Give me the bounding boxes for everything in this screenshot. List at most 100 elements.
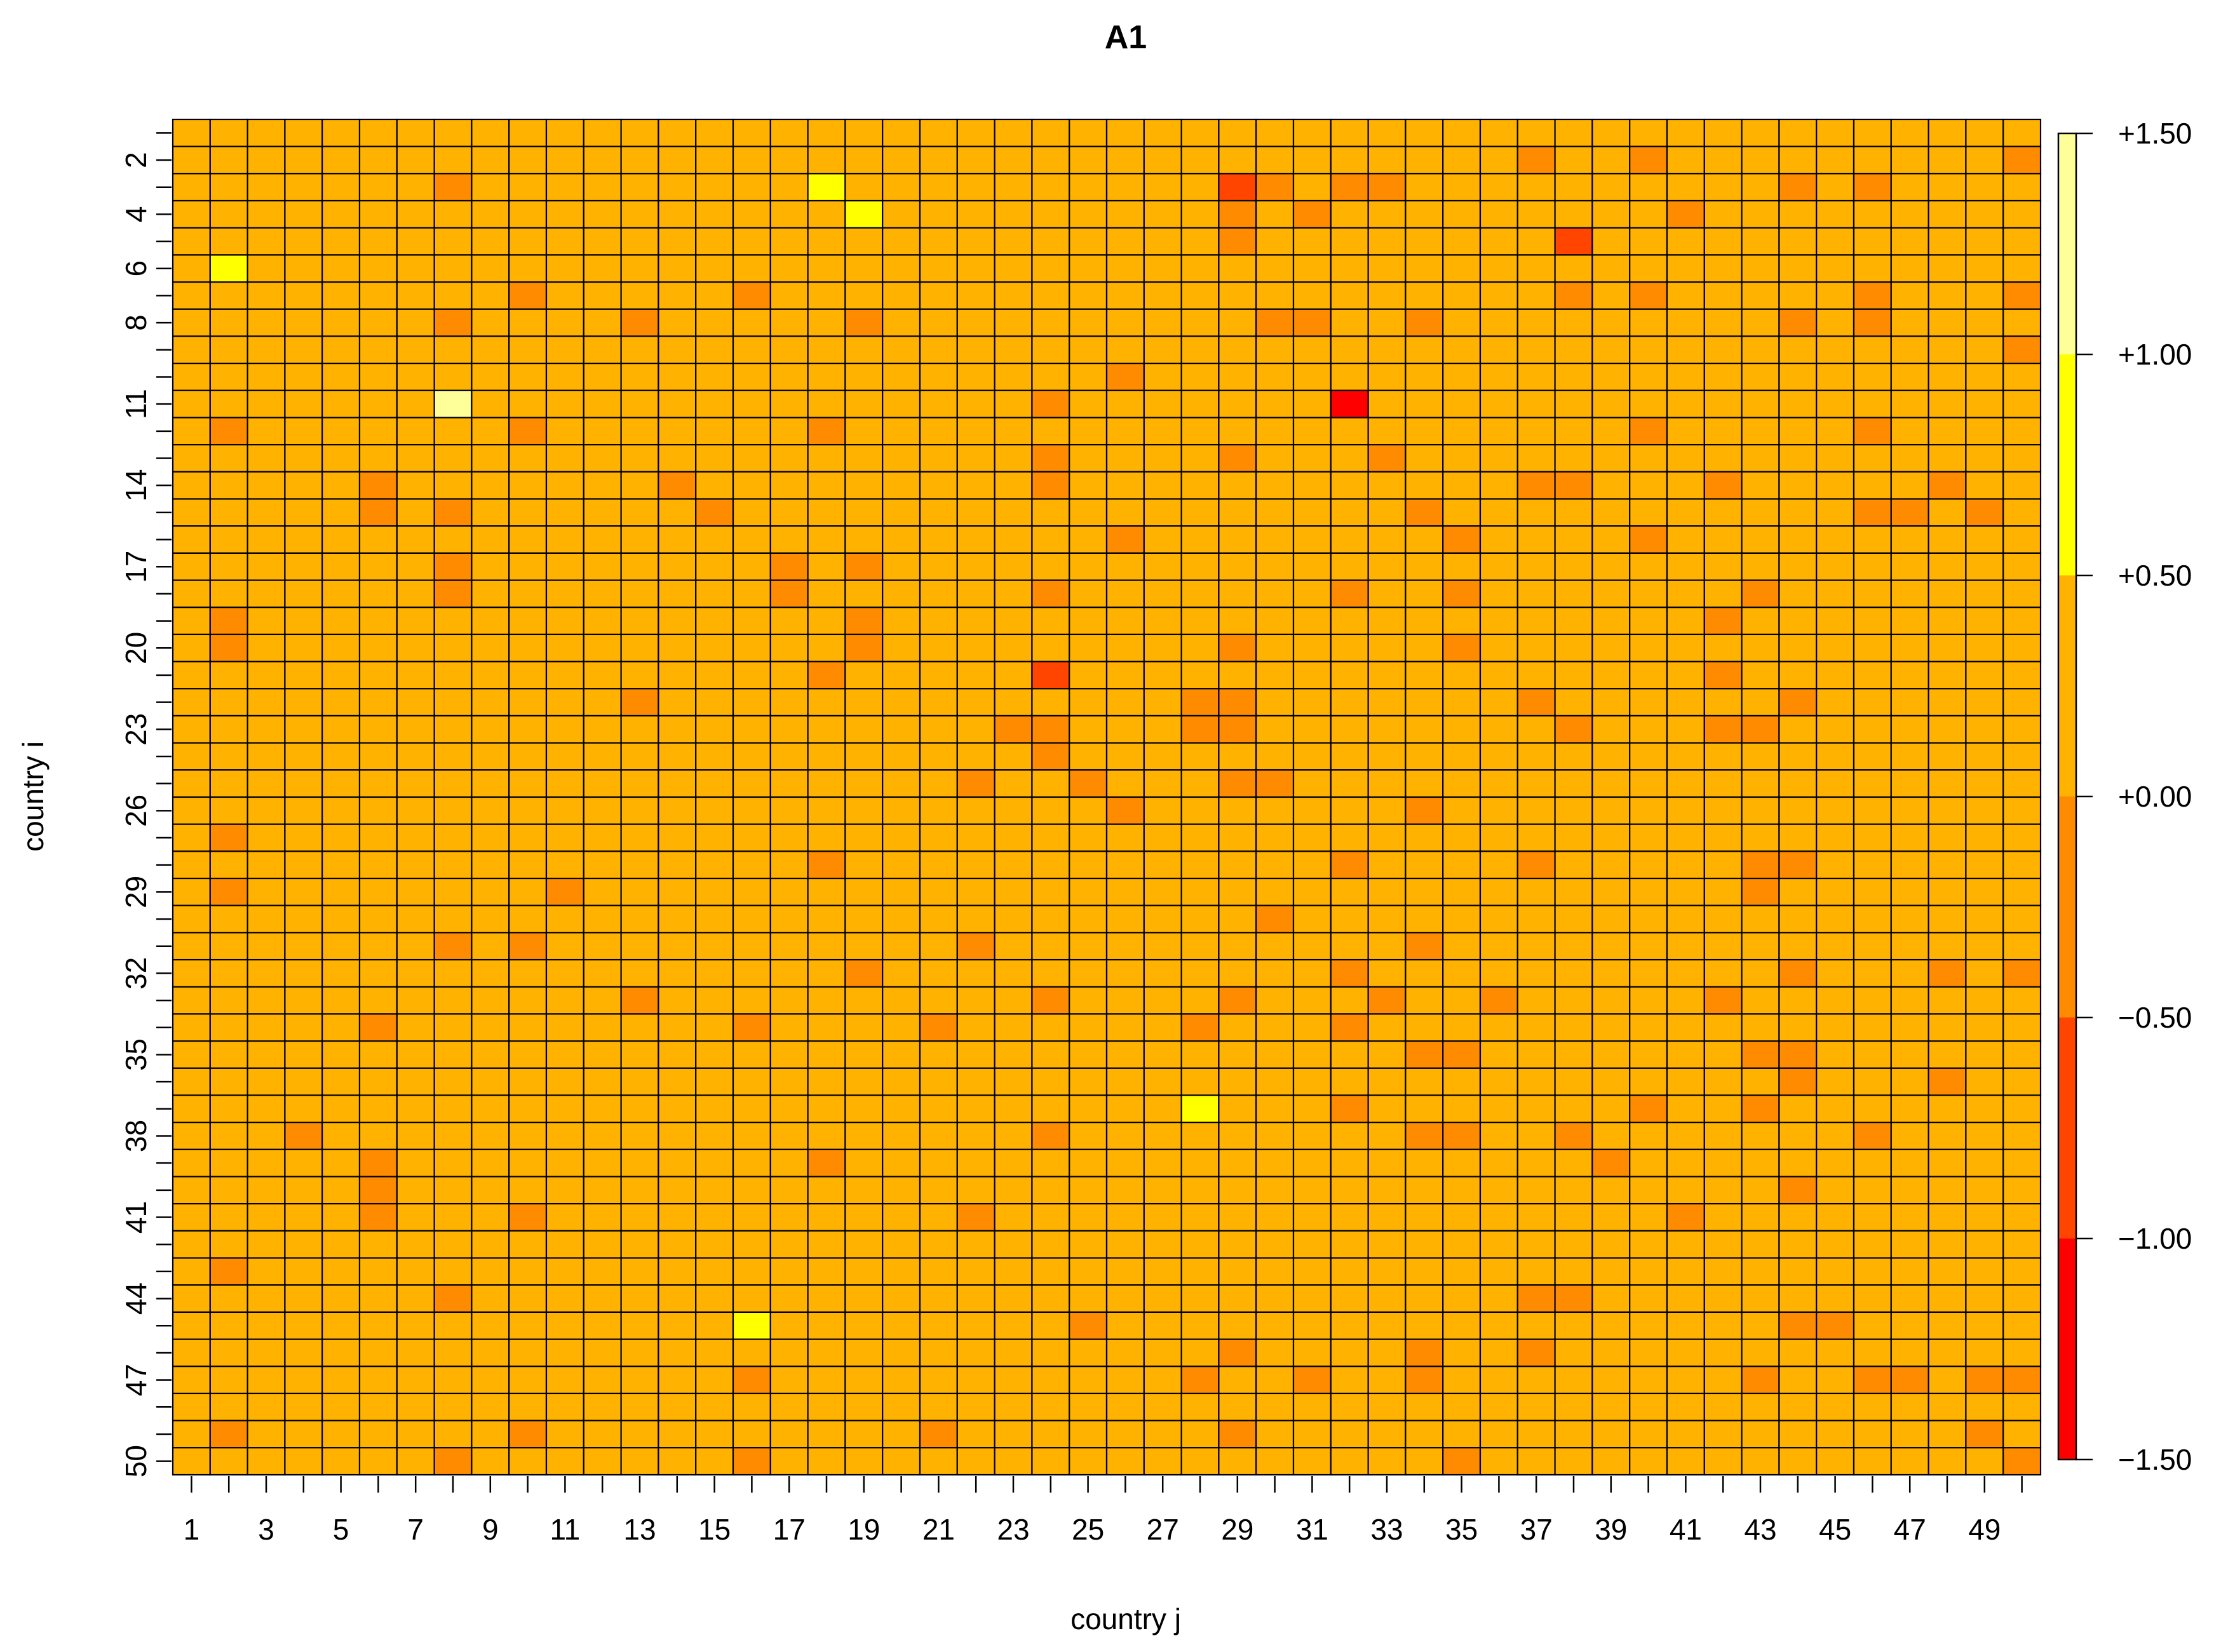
- heatmap-cell: [1405, 145, 1444, 175]
- heatmap-cell: [1292, 308, 1332, 337]
- heatmap-cell: [246, 877, 286, 906]
- heatmap-cell: [583, 661, 622, 690]
- heatmap-cell: [1778, 145, 1818, 175]
- heatmap-cell: [695, 579, 734, 608]
- heatmap-cell: [807, 823, 846, 852]
- heatmap-cell: [1367, 633, 1407, 662]
- heatmap-cell: [583, 633, 622, 662]
- heatmap-cell: [545, 173, 584, 202]
- heatmap-cell: [1554, 796, 1593, 825]
- heatmap-cell: [1031, 1284, 1070, 1313]
- heatmap-cell: [1479, 986, 1518, 1015]
- heatmap-cell: [658, 498, 697, 527]
- heatmap-cell: [396, 1284, 435, 1313]
- heatmap-cell: [769, 1230, 809, 1259]
- heatmap-cell: [1816, 1366, 1855, 1395]
- heatmap-cell: [209, 823, 248, 852]
- heatmap-cell: [1853, 444, 1892, 473]
- heatmap-cell: [1965, 1392, 2004, 1421]
- heatmap-cell: [2002, 850, 2042, 880]
- heatmap-cell: [1629, 742, 1668, 771]
- heatmap-cell: [882, 1122, 921, 1150]
- x-axis-label: country j: [1070, 1602, 1181, 1635]
- heatmap-cell: [1703, 633, 1743, 662]
- heatmap-cell: [321, 1122, 361, 1150]
- heatmap-cell: [1927, 1311, 1967, 1340]
- heatmap-cell: [1703, 1392, 1743, 1421]
- heatmap-cell: [844, 958, 884, 988]
- heatmap-cell: [396, 904, 435, 934]
- heatmap-cell: [769, 552, 809, 581]
- heatmap-cell: [658, 417, 697, 446]
- heatmap-cell: [1516, 1203, 1556, 1232]
- heatmap-cell: [1292, 417, 1332, 446]
- heatmap-cell: [919, 958, 958, 988]
- heatmap-cell: [508, 607, 548, 636]
- heatmap-cell: [1516, 552, 1556, 581]
- heatmap-cell: [284, 688, 323, 717]
- heatmap-cell: [882, 1148, 921, 1178]
- heatmap-cell: [1255, 1203, 1295, 1232]
- heatmap-cell: [284, 118, 323, 147]
- heatmap-cell: [769, 1311, 809, 1340]
- heatmap-cell: [1143, 769, 1182, 798]
- heatmap-cell: [1255, 417, 1295, 446]
- heatmap-cell: [284, 444, 323, 473]
- heatmap-cell: [1965, 742, 2004, 771]
- heatmap-cell: [1965, 796, 2004, 825]
- heatmap-cell: [1367, 498, 1407, 527]
- heatmap-cell: [471, 986, 510, 1015]
- heatmap-cell: [620, 742, 659, 771]
- heatmap-cell: [1965, 1203, 2004, 1232]
- heatmap-cell: [1479, 1366, 1518, 1395]
- heatmap-cell: [994, 904, 1033, 934]
- heatmap-cell: [769, 254, 809, 283]
- heatmap-cell: [1778, 552, 1818, 581]
- heatmap-cell: [284, 173, 323, 202]
- heatmap-cell: [844, 1148, 884, 1178]
- heatmap-cell: [508, 742, 548, 771]
- heatmap-cell: [1218, 715, 1257, 744]
- heatmap-cell: [1666, 1392, 1705, 1421]
- heatmap-cell: [284, 877, 323, 906]
- heatmap-cell: [1816, 363, 1855, 391]
- heatmap-cell: [695, 1067, 734, 1096]
- heatmap-cell: [1479, 607, 1518, 636]
- heatmap-cell: [1816, 904, 1855, 934]
- heatmap-cell: [1143, 1040, 1182, 1069]
- heatmap-cell: [956, 498, 996, 527]
- heatmap-cell: [1516, 1067, 1556, 1096]
- heatmap-cell: [1666, 173, 1705, 202]
- heatmap-cell: [172, 444, 211, 473]
- heatmap-cell: [1853, 227, 1892, 256]
- heatmap-cell: [1069, 1013, 1108, 1042]
- heatmap-cell: [1554, 715, 1593, 744]
- heatmap-cell: [1591, 471, 1631, 500]
- heatmap-cell: [844, 661, 884, 690]
- heatmap-cell: [769, 1094, 809, 1124]
- heatmap-cell: [1255, 254, 1295, 283]
- heatmap-cell: [620, 1311, 659, 1340]
- heatmap-cell: [807, 173, 846, 202]
- legend-tick-label: −1.50: [2118, 1443, 2192, 1476]
- heatmap-cell: [1255, 932, 1295, 961]
- heatmap-cell: [1703, 877, 1743, 906]
- heatmap-cell: [1554, 1311, 1593, 1340]
- heatmap-cell: [1890, 661, 1929, 690]
- heatmap-cell: [695, 1176, 734, 1205]
- heatmap-cell: [321, 281, 361, 310]
- heatmap-cell: [471, 661, 510, 690]
- heatmap-cell: [919, 796, 958, 825]
- heatmap-cell: [433, 1067, 473, 1096]
- heatmap-cell: [1965, 1176, 2004, 1205]
- heatmap-cell: [246, 1392, 286, 1421]
- heatmap-cell: [1629, 1148, 1668, 1178]
- heatmap-cell: [658, 173, 697, 202]
- heatmap-cell: [396, 1067, 435, 1096]
- heatmap-cell: [172, 1230, 211, 1259]
- heatmap-cell: [433, 769, 473, 798]
- heatmap-cell: [658, 1040, 697, 1069]
- heatmap-cell: [1367, 363, 1407, 391]
- heatmap-cell: [769, 904, 809, 934]
- heatmap-cell: [1105, 688, 1145, 717]
